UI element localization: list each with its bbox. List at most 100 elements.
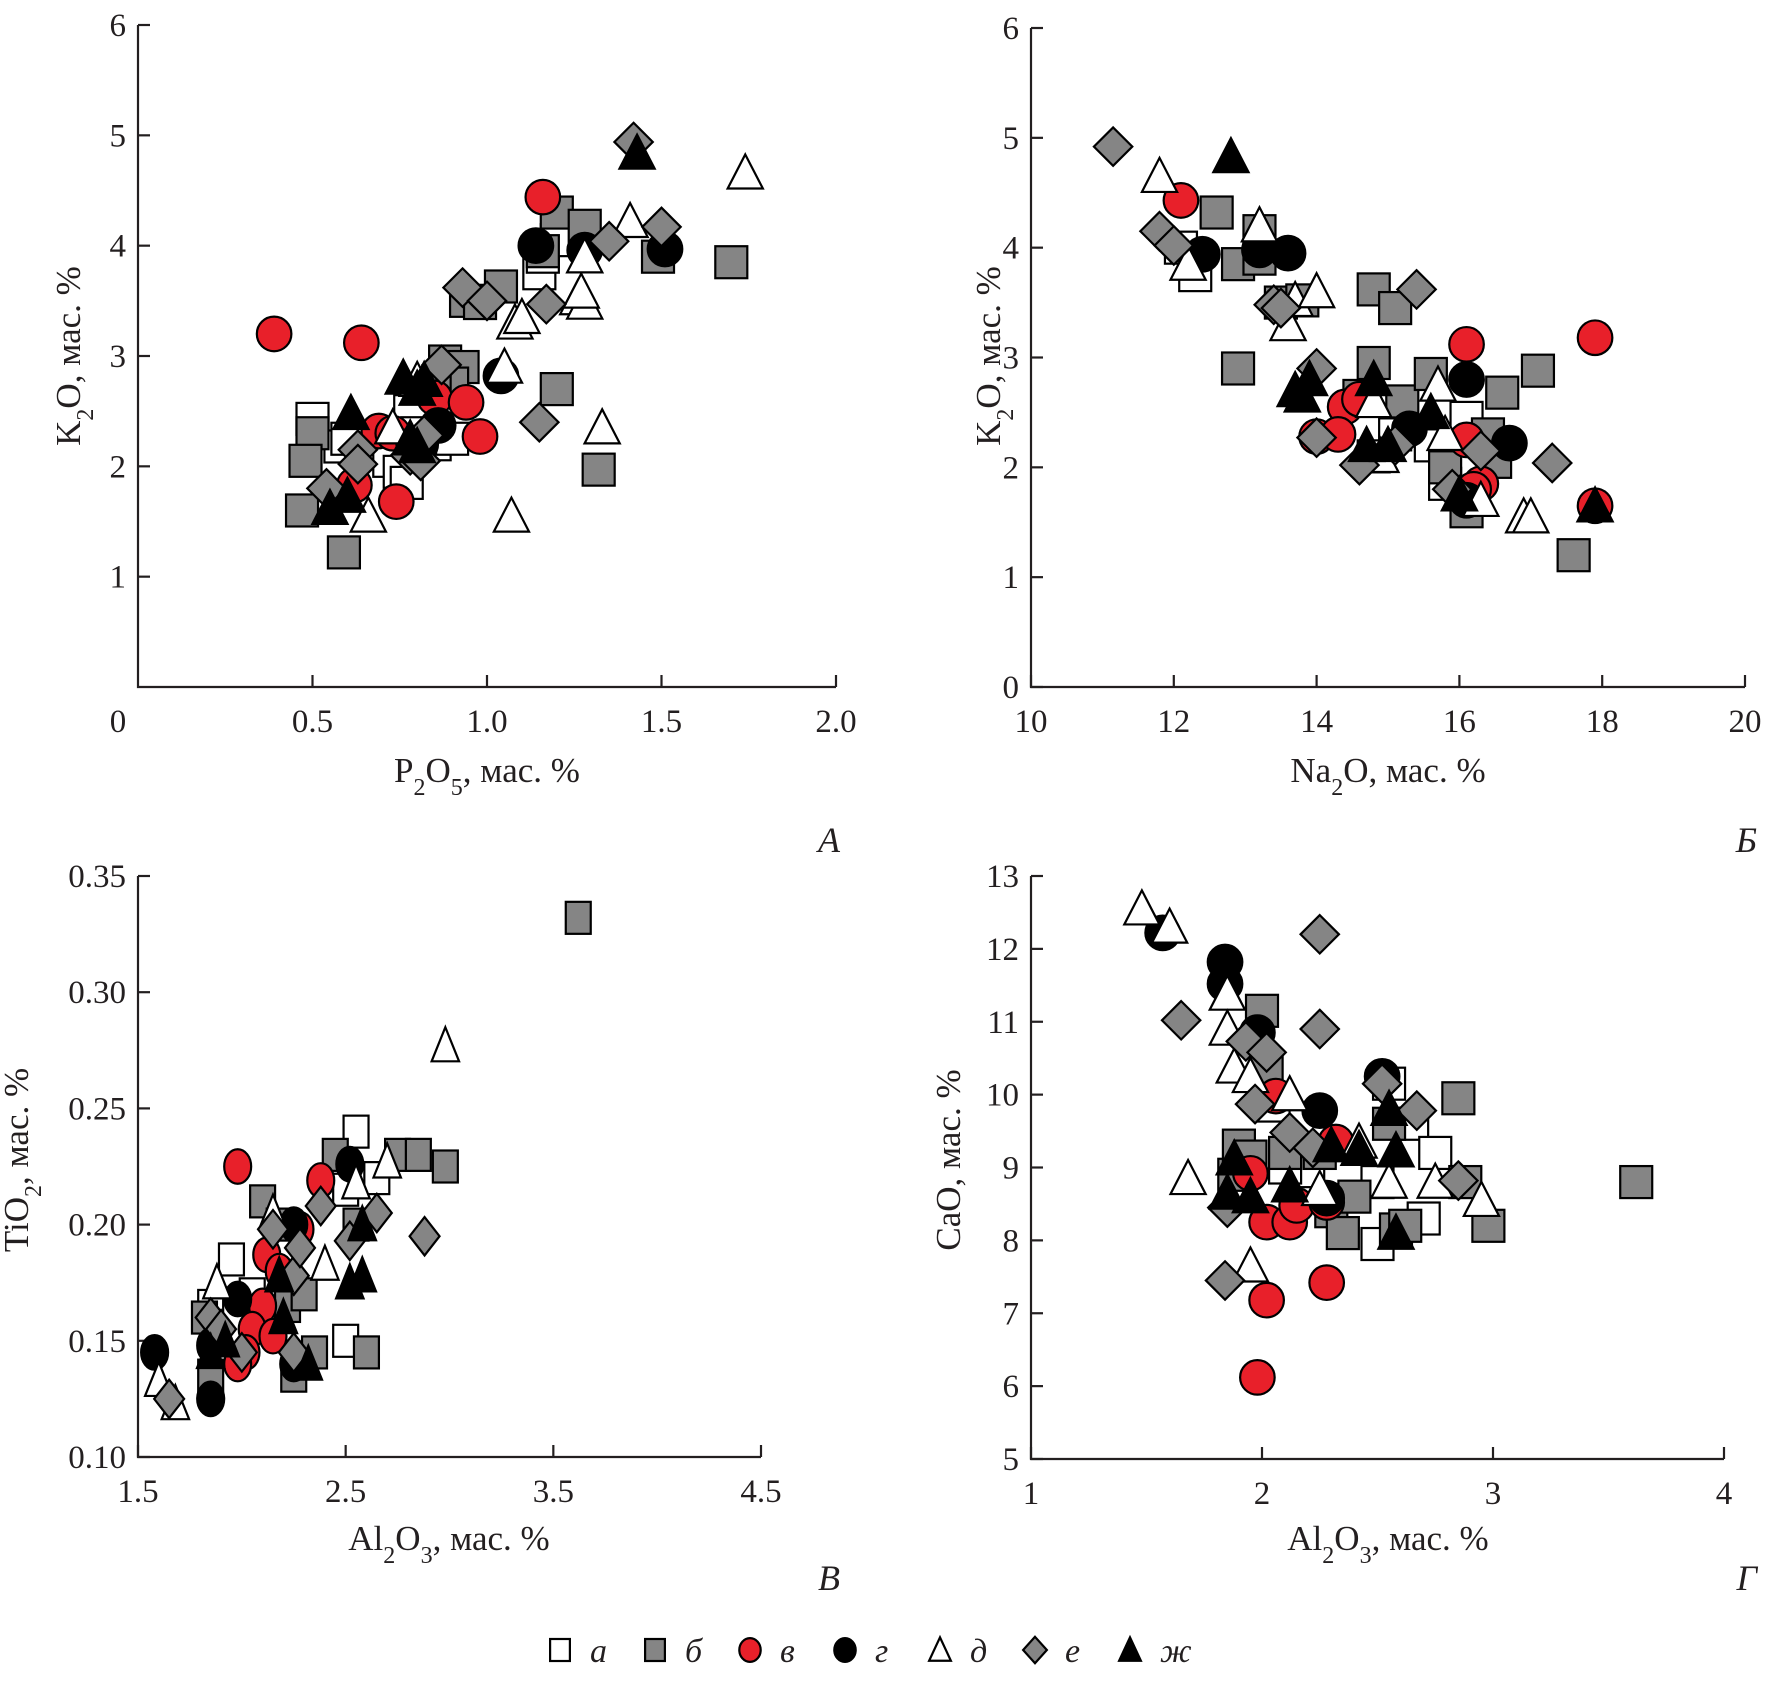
y-tick-label: 0 bbox=[1003, 670, 1020, 706]
y-tick-label: 9 bbox=[1003, 1151, 1020, 1187]
point-series-d bbox=[492, 495, 531, 533]
y-tick-label: 0.20 bbox=[68, 1208, 126, 1244]
point-series-v bbox=[1238, 1358, 1276, 1396]
x-tick-label: 12 bbox=[1157, 704, 1190, 740]
data-points bbox=[255, 121, 765, 570]
y-tick-label: 0.35 bbox=[68, 859, 126, 895]
point-series-d bbox=[348, 495, 388, 533]
y-tick-label: 3 bbox=[1003, 341, 1020, 377]
x-tick-label: 1 bbox=[1023, 1476, 1040, 1512]
point-series-zh bbox=[1290, 358, 1329, 397]
point-series-e bbox=[1396, 1089, 1438, 1132]
y-tick-label: 0.10 bbox=[68, 1440, 126, 1476]
point-series-v bbox=[461, 418, 499, 455]
point-series-e bbox=[1092, 125, 1134, 168]
point-series-e bbox=[1260, 287, 1302, 329]
point-series-b bbox=[284, 493, 320, 528]
point-series-g bbox=[196, 1380, 226, 1418]
y-tick-label: 2 bbox=[110, 449, 127, 485]
point-series-b bbox=[539, 372, 574, 407]
point-series-zh bbox=[1354, 358, 1394, 397]
point-series-e bbox=[1245, 1031, 1288, 1074]
legend-marker-a bbox=[548, 1637, 571, 1663]
legend-label: г bbox=[875, 1633, 888, 1670]
panel-letter: Б bbox=[1735, 820, 1757, 860]
point-series-b bbox=[326, 535, 362, 570]
x-tick-label: 3.5 bbox=[533, 1474, 574, 1510]
point-series-b bbox=[431, 1149, 459, 1184]
y-tick-label: 1 bbox=[110, 560, 127, 596]
x-tick-label: 16 bbox=[1443, 704, 1476, 740]
x-tick-label: 18 bbox=[1586, 704, 1619, 740]
point-series-g bbox=[1490, 424, 1528, 462]
y-tick-label: 0.25 bbox=[68, 1091, 126, 1127]
y-tick-label: 10 bbox=[986, 1078, 1019, 1114]
point-series-b bbox=[1485, 375, 1520, 410]
point-series-v bbox=[524, 178, 562, 216]
point-series-zh bbox=[1214, 1137, 1254, 1176]
point-series-d bbox=[485, 346, 524, 384]
point-series-b bbox=[564, 900, 592, 935]
point-series-e bbox=[518, 401, 561, 443]
point-series-e bbox=[1298, 913, 1341, 956]
axes bbox=[136, 25, 836, 689]
point-series-e bbox=[408, 1215, 441, 1258]
legend-item-e: е bbox=[1021, 1633, 1080, 1670]
y-tick-label: 2 bbox=[1003, 450, 1020, 486]
point-series-d bbox=[1425, 413, 1465, 452]
point-series-v bbox=[223, 1148, 253, 1185]
point-series-d bbox=[201, 1261, 233, 1300]
legend-marker-v bbox=[738, 1637, 762, 1663]
point-series-d bbox=[1240, 204, 1279, 243]
point-series-zh bbox=[268, 1296, 299, 1335]
x-tick-label: 1.5 bbox=[117, 1474, 158, 1510]
point-series-b bbox=[1619, 1164, 1654, 1200]
point-series-d bbox=[309, 1242, 341, 1281]
y-tick-label: 12 bbox=[986, 932, 1019, 968]
point-series-zh bbox=[1376, 1212, 1416, 1250]
point-series-zh bbox=[1376, 1129, 1416, 1168]
legend-item-v: в bbox=[738, 1633, 795, 1670]
point-series-e bbox=[466, 280, 508, 322]
x-tick-label: 2 bbox=[1254, 1476, 1271, 1512]
point-series-g bbox=[517, 227, 555, 265]
x-tick-label: 1.0 bbox=[466, 704, 507, 740]
x-tick-label: 14 bbox=[1300, 704, 1333, 740]
point-series-b bbox=[404, 1137, 432, 1172]
point-series-e bbox=[1531, 442, 1573, 484]
point-series-zh bbox=[1411, 391, 1451, 430]
x-tick-label: 20 bbox=[1729, 704, 1762, 740]
point-series-d bbox=[371, 1140, 403, 1179]
point-series-zh bbox=[1369, 1088, 1409, 1126]
point-series-zh bbox=[292, 1342, 324, 1381]
point-series-v bbox=[1448, 325, 1485, 363]
point-series-b bbox=[581, 452, 616, 487]
x-axis-title: Al2O3, мас. % bbox=[1287, 1519, 1488, 1569]
y-tick-label: 4 bbox=[110, 229, 127, 265]
point-series-g bbox=[1448, 361, 1485, 398]
y-tick-label: 6 bbox=[1003, 11, 1020, 47]
legend-item-a: а bbox=[548, 1633, 607, 1670]
point-series-d bbox=[725, 152, 765, 190]
point-series-e bbox=[588, 220, 630, 263]
point-series-b bbox=[1441, 1081, 1476, 1116]
point-series-g bbox=[140, 1334, 170, 1371]
point-series-zh bbox=[263, 1254, 295, 1293]
y-tick-label: 6 bbox=[1003, 1369, 1020, 1405]
point-series-d bbox=[1231, 1245, 1270, 1283]
y-tick-label: 0.30 bbox=[68, 975, 126, 1011]
x-tick-label: 0.5 bbox=[292, 704, 333, 740]
point-series-e bbox=[525, 283, 568, 325]
point-series-e bbox=[1160, 999, 1202, 1042]
panel-a-k2o-vs-p2o5: 0.5 1.0 1.5 2.0 0 1 2 3 4 5 6 P2O5, мас. % K2O, мас.… bbox=[49, 8, 857, 860]
point-series-zh bbox=[1231, 1175, 1270, 1214]
point-series-zh bbox=[1311, 1124, 1351, 1163]
point-series-d bbox=[1297, 270, 1337, 309]
point-series-v bbox=[377, 483, 415, 521]
point-series-d bbox=[1418, 364, 1458, 402]
legend-marker-e bbox=[1021, 1635, 1049, 1665]
point-series-b bbox=[352, 1335, 381, 1370]
legend-item-b: б bbox=[643, 1633, 704, 1670]
point-series-zh bbox=[346, 1254, 378, 1293]
